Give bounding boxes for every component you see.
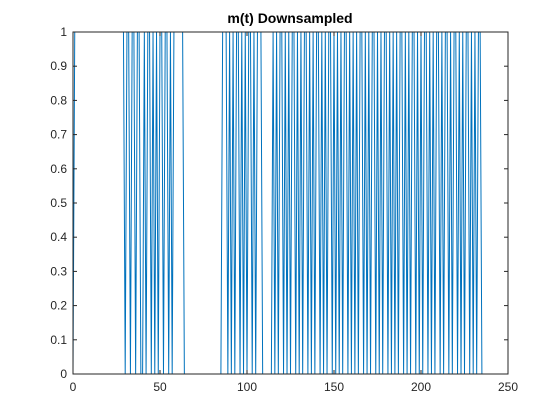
x-tick-label-1: 50 [153,380,167,394]
y-axis-ticks: 0 0.1 0.2 0.3 0.4 0.5 0.6 0.7 0.8 0.9 1 [50,25,508,381]
x-tick-label-2: 100 [237,380,257,394]
x-tick-label-4: 200 [411,380,431,394]
y-tick-label-6: 0.6 [50,162,67,176]
y-tick-label-3: 0.3 [50,264,67,278]
x-tick-label-3: 150 [324,380,344,394]
y-tick-label-2: 0.2 [50,299,67,313]
y-tick-label-1: 0.1 [50,333,67,347]
x-tick-label-5: 250 [498,380,518,394]
y-tick-label-10: 1 [60,25,67,39]
y-tick-label-8: 0.8 [50,93,67,107]
axes-box [72,31,509,375]
x-axis-ticks: 0 50 100 150 200 250 [70,32,518,394]
y-tick-label-9: 0.9 [50,59,67,73]
y-tick-label-7: 0.7 [50,128,67,142]
y-tick-label-0: 0 [60,367,67,381]
y-tick-label-4: 0.4 [50,230,67,244]
chart-title: m(t) Downsampled [227,10,352,26]
x-tick-label-0: 0 [70,380,77,394]
y-tick-label-5: 0.5 [50,196,67,210]
